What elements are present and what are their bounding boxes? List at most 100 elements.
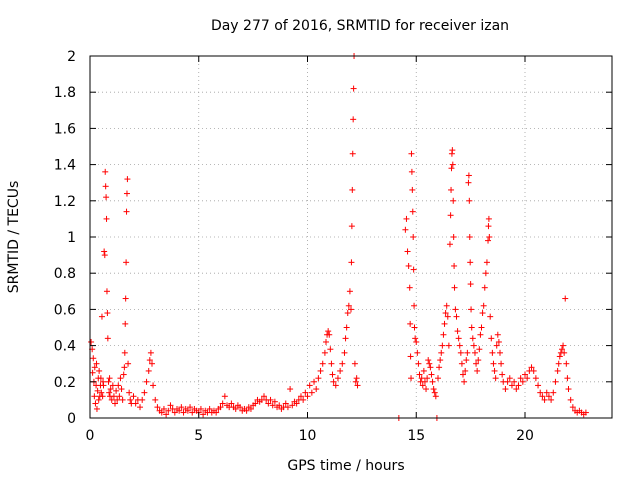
data-point <box>496 349 503 356</box>
data-point <box>99 393 106 400</box>
data-point <box>118 386 125 393</box>
data-point <box>180 409 187 416</box>
data-point <box>552 378 559 385</box>
data-point <box>407 320 414 327</box>
data-point <box>328 360 335 367</box>
data-point <box>329 371 336 378</box>
data-point <box>555 360 562 367</box>
data-point <box>461 378 468 385</box>
data-point <box>489 349 496 356</box>
data-point <box>411 324 418 331</box>
data-point <box>116 393 123 400</box>
data-point <box>103 215 110 222</box>
data-point <box>444 313 451 320</box>
data-point <box>448 186 455 193</box>
data-point <box>232 405 239 412</box>
data-point <box>442 310 449 317</box>
data-point <box>486 234 493 240</box>
data-point <box>269 402 276 409</box>
data-point <box>92 400 99 407</box>
data-point <box>460 371 467 378</box>
data-point <box>122 295 129 302</box>
data-point <box>146 357 153 364</box>
data-point <box>485 215 492 222</box>
data-point <box>454 328 461 335</box>
data-point <box>451 284 458 291</box>
data-point <box>482 270 489 277</box>
data-point <box>289 402 296 409</box>
data-point <box>470 342 477 349</box>
grid <box>90 56 612 418</box>
data-point <box>449 147 456 154</box>
data-point <box>337 367 344 374</box>
data-point <box>539 393 546 400</box>
data-point <box>495 338 502 345</box>
data-point <box>252 400 259 407</box>
data-point <box>416 371 423 378</box>
data-point <box>237 404 244 411</box>
data-point <box>148 360 155 367</box>
data-point <box>243 407 250 414</box>
data-point <box>475 357 482 364</box>
y-tick-label: 2 <box>67 49 76 65</box>
chart-title: Day 277 of 2016, SRMTID for receiver iza… <box>211 18 509 34</box>
data-point <box>321 349 328 356</box>
data-point <box>560 342 567 349</box>
data-point <box>476 346 483 353</box>
data-point <box>408 375 415 382</box>
data-point <box>102 168 109 175</box>
data-point <box>122 320 129 327</box>
data-point <box>124 176 131 183</box>
data-point <box>351 360 358 367</box>
data-point <box>492 375 499 382</box>
data-point <box>457 349 464 356</box>
data-point <box>346 288 353 295</box>
data-point <box>565 386 572 393</box>
data-point <box>471 349 478 356</box>
y-tick-label: 0.4 <box>54 339 76 355</box>
data-point <box>160 405 167 412</box>
data-point <box>450 234 457 240</box>
data-point <box>413 338 420 345</box>
data-point <box>114 396 121 403</box>
data-point <box>317 367 324 374</box>
x-axis: 0 5 10 15 20 <box>86 56 534 444</box>
data-point <box>414 349 421 356</box>
data-point <box>219 400 226 407</box>
data-point <box>440 331 447 338</box>
data-point <box>515 382 522 389</box>
data-point <box>419 382 426 389</box>
data-point <box>537 389 544 396</box>
data-point <box>165 407 172 414</box>
data-point <box>480 302 487 309</box>
data-point <box>344 310 351 317</box>
data-point <box>452 306 459 313</box>
data-point <box>453 313 460 320</box>
y-axis-label: SRMTID / TECUs <box>6 181 22 294</box>
data-point <box>513 386 520 393</box>
data-point <box>167 402 174 409</box>
y-tick-label: 0.8 <box>54 266 76 282</box>
data-point <box>271 398 278 405</box>
y-tick-label: 0.2 <box>54 375 76 391</box>
data-point <box>504 378 511 385</box>
data-point <box>113 387 120 394</box>
data-point <box>438 349 445 356</box>
data-point <box>490 360 497 367</box>
x-tick-label: 20 <box>516 428 534 444</box>
data-point <box>485 237 492 244</box>
data-point <box>342 335 349 342</box>
data-point <box>458 360 465 367</box>
data-point <box>432 393 439 400</box>
data-point <box>493 342 500 349</box>
data-point <box>221 393 228 400</box>
data-point <box>436 364 443 371</box>
data-point <box>499 371 506 378</box>
data-point <box>103 288 110 295</box>
data-point <box>404 248 411 255</box>
data-point <box>420 367 427 374</box>
data-point <box>427 364 434 371</box>
data-point <box>423 386 430 393</box>
data-point <box>556 353 563 360</box>
data-point <box>447 212 454 219</box>
